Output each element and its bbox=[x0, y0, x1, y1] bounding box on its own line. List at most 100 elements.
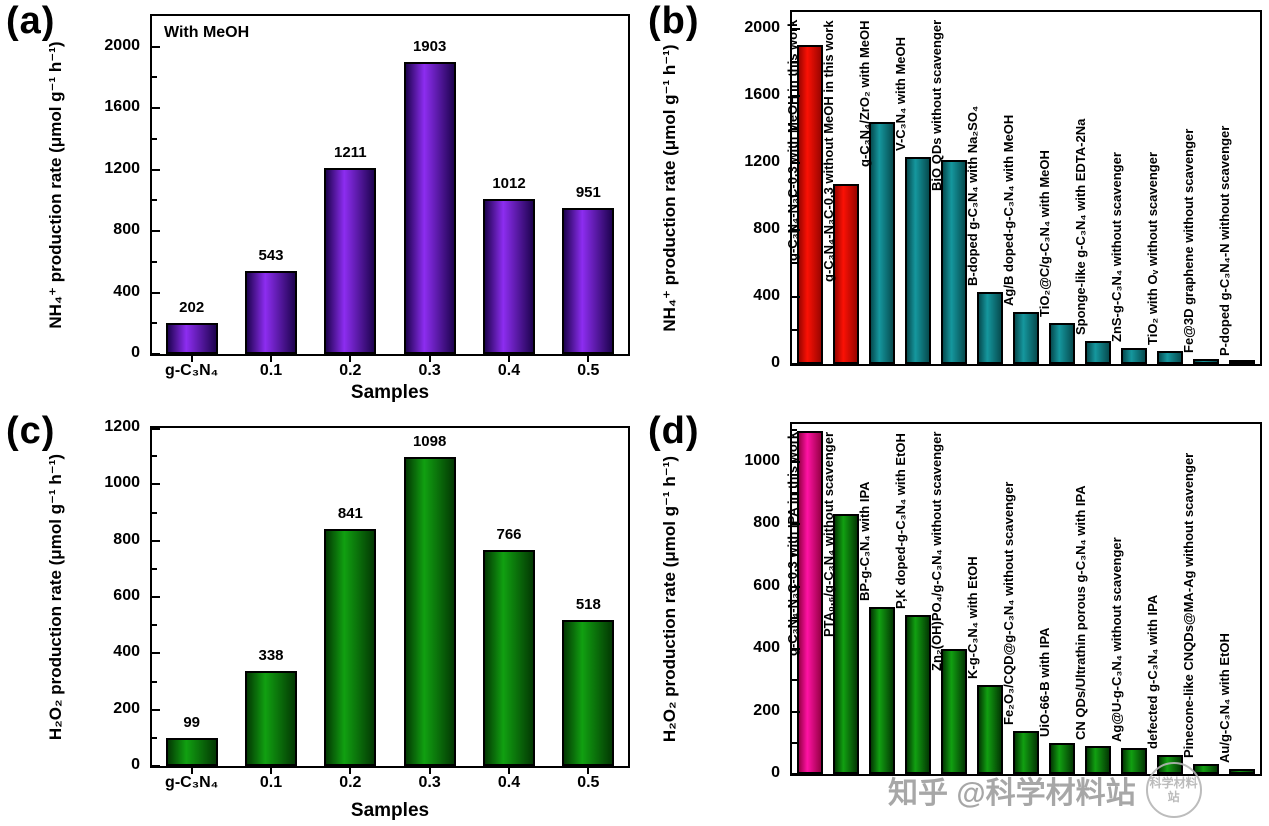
y-tick-label: 400 bbox=[753, 639, 780, 656]
bar-d-6 bbox=[1013, 731, 1039, 774]
bar-category-label: g-C₃N₄-N₃C-0.3 with IPA in this work bbox=[785, 431, 800, 656]
bar-value-label: 1098 bbox=[412, 433, 447, 450]
y-major-tick bbox=[152, 168, 160, 171]
bar-c-2 bbox=[324, 529, 376, 766]
x-axis-label-c: Samples bbox=[350, 800, 430, 821]
bar-value-label: 543 bbox=[258, 247, 284, 264]
x-category-label: g-C₃N₄ bbox=[165, 362, 219, 379]
y-major-tick bbox=[792, 710, 800, 713]
bar-value-label: 1903 bbox=[412, 38, 447, 55]
bar-category-label: P,K doped-g-C₃N₄ with EtOH bbox=[893, 433, 908, 609]
x-tick bbox=[349, 768, 352, 774]
panel-c: (c) H₂O₂ production rate (μmol g⁻¹ h⁻¹) … bbox=[0, 410, 640, 826]
bar-b-11 bbox=[1193, 359, 1219, 364]
bar-b-8 bbox=[1085, 341, 1111, 364]
y-minor-tick bbox=[792, 329, 797, 332]
bar-category-label: Fe₂O₃/CQD@g-C₃N₄ without scavenger bbox=[1001, 481, 1016, 725]
bar-category-label: TiO₂ with Oᵥ without scavenger bbox=[1145, 151, 1160, 345]
y-major-tick bbox=[152, 107, 160, 110]
x-tick bbox=[190, 768, 193, 774]
bar-d-7 bbox=[1049, 743, 1075, 774]
x-tick bbox=[508, 768, 510, 774]
plot-d: g-C₃N₄-N₃C-0.3 with IPA in this work PTA₀… bbox=[785, 422, 1262, 776]
y-tick-label: 400 bbox=[113, 643, 140, 661]
watermark: 知乎 @科学材料站 科学材料站 bbox=[888, 762, 1202, 818]
bar-b-1 bbox=[833, 184, 859, 364]
x-tick bbox=[587, 356, 590, 362]
y-minor-tick bbox=[152, 322, 157, 325]
y-minor-tick bbox=[792, 491, 797, 494]
y-tick-label: 1200 bbox=[104, 159, 140, 177]
x-tick bbox=[428, 768, 431, 774]
y-major-tick bbox=[152, 708, 160, 711]
y-tick-label: 400 bbox=[113, 282, 140, 300]
y-tick-label: 2000 bbox=[744, 18, 780, 36]
bar-b-3 bbox=[905, 157, 931, 364]
y-minor-tick bbox=[792, 741, 797, 744]
y-minor-tick bbox=[152, 567, 157, 570]
annotation-with-meoh: With MeOH bbox=[164, 24, 250, 41]
bar-d-0 bbox=[797, 431, 823, 774]
bar-value-label: 766 bbox=[496, 526, 522, 543]
y-major-tick bbox=[152, 652, 160, 655]
bar-a-2 bbox=[324, 168, 376, 354]
y-major-tick bbox=[152, 483, 160, 486]
y-tick-label: 800 bbox=[113, 221, 140, 239]
y-major-tick bbox=[792, 773, 800, 775]
x-category-label: 0.3 bbox=[418, 362, 441, 379]
x-tick bbox=[270, 768, 272, 774]
y-tick-label: 0 bbox=[131, 344, 140, 361]
watermark-text: 知乎 @科学材料站 bbox=[888, 777, 1136, 810]
y-tick-label: 200 bbox=[113, 699, 140, 717]
x-category-label: 0.1 bbox=[259, 774, 283, 791]
bar-c-0 bbox=[166, 738, 218, 766]
y-major-tick bbox=[152, 353, 160, 355]
y-minor-tick bbox=[792, 262, 797, 265]
x-category-label: 0.4 bbox=[497, 362, 521, 379]
y-tick-label: 800 bbox=[753, 219, 780, 237]
panel-letter-d: (d) bbox=[648, 410, 700, 452]
bar-value-label: 1211 bbox=[334, 144, 367, 161]
y-tick-label: 0 bbox=[771, 354, 780, 371]
panel-letter-c: (c) bbox=[6, 410, 56, 452]
bar-value-label: 841 bbox=[337, 505, 363, 522]
y-minor-tick bbox=[792, 429, 797, 432]
y-major-tick bbox=[792, 295, 800, 298]
y-tick-label: 1200 bbox=[744, 152, 780, 170]
bar-category-label: BP-g-C₃N₄ with IPA bbox=[857, 481, 872, 601]
y-minor-tick bbox=[152, 455, 157, 458]
y-tick-label: 600 bbox=[753, 576, 780, 594]
y-tick-label: 1200 bbox=[104, 418, 140, 435]
y-tick-label: 600 bbox=[113, 587, 140, 604]
y-minor-tick bbox=[792, 679, 797, 682]
y-minor-tick bbox=[152, 76, 157, 79]
bar-category-label: Pinecone-like CNQDs@MA-Ag without scaven… bbox=[1181, 452, 1196, 758]
bar-d-4 bbox=[941, 649, 967, 774]
y-minor-tick bbox=[152, 511, 157, 514]
bar-c-1 bbox=[245, 671, 297, 766]
bar-category-label: P-doped g-C₃N₄-N without scavenger bbox=[1217, 125, 1232, 356]
y-tick-label: 1000 bbox=[744, 451, 780, 469]
y-major-tick bbox=[792, 460, 800, 463]
y-minor-tick bbox=[152, 736, 157, 739]
bar-a-1 bbox=[245, 271, 297, 354]
x-category-label: 0.3 bbox=[418, 774, 441, 791]
bar-a-4 bbox=[483, 199, 535, 354]
y-minor-tick bbox=[152, 624, 157, 627]
y-major-tick bbox=[152, 45, 160, 48]
y-tick-label: 1600 bbox=[744, 85, 780, 103]
y-minor-tick bbox=[792, 128, 797, 131]
bar-b-2 bbox=[869, 122, 895, 364]
plot-a: With MeOH 202 543 1211 1903 1012 951 bbox=[150, 14, 630, 356]
bar-b-6 bbox=[1013, 312, 1039, 364]
y-major-tick bbox=[792, 27, 800, 30]
bar-d-12 bbox=[1229, 769, 1255, 774]
y-major-tick bbox=[152, 765, 160, 767]
bar-category-label: Ag@U-g-C₃N₄ without scavenger bbox=[1109, 537, 1124, 742]
y-major-tick bbox=[792, 161, 800, 164]
y-minor-tick bbox=[792, 195, 797, 198]
bar-b-10 bbox=[1157, 351, 1183, 364]
y-major-tick bbox=[152, 596, 160, 598]
bar-category-label: B-doped g-C₃N₄ with Na₂SO₄ bbox=[965, 105, 980, 286]
